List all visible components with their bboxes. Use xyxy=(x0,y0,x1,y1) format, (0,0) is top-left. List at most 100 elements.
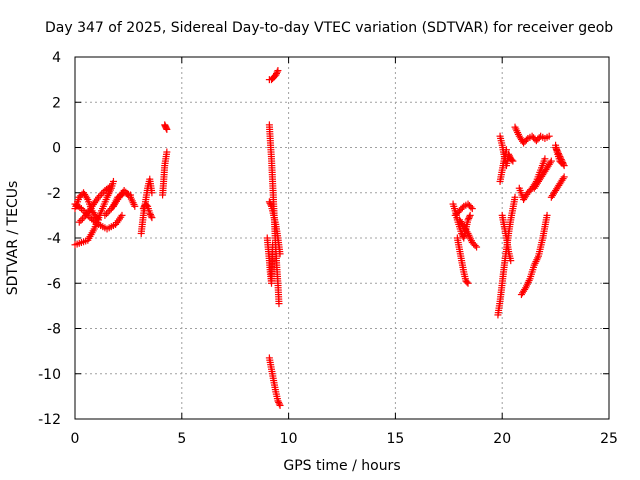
data-point xyxy=(77,216,85,224)
data-point xyxy=(464,216,472,224)
data-point xyxy=(547,157,555,165)
data-point xyxy=(106,183,114,191)
data-point xyxy=(505,150,513,158)
data-point xyxy=(163,125,171,133)
y-tick-label: 2 xyxy=(52,95,61,111)
data-point xyxy=(275,300,283,308)
y-tick-label: -8 xyxy=(47,322,61,338)
series-arc-21d xyxy=(530,157,555,192)
series-arc-9d xyxy=(263,234,277,287)
data-point xyxy=(148,189,156,197)
series-arc-21b xyxy=(515,155,549,204)
data-point xyxy=(557,158,565,166)
series-arc-17b xyxy=(451,200,476,219)
grid xyxy=(75,57,609,419)
data-point xyxy=(559,175,567,183)
y-tick-label: -6 xyxy=(47,276,61,292)
y-tick-label: -4 xyxy=(47,231,61,247)
series-arc-21c xyxy=(517,211,551,299)
data-point xyxy=(93,219,101,227)
data-point xyxy=(76,203,84,211)
series-arc-22c xyxy=(552,141,566,167)
y-tick-label: 4 xyxy=(52,50,61,66)
data-point xyxy=(508,156,516,164)
data-point xyxy=(98,190,106,198)
series-arc-20d xyxy=(498,211,515,265)
series-arc-17d xyxy=(455,216,481,251)
data-point xyxy=(266,199,274,207)
x-tick-label: 15 xyxy=(386,431,404,447)
data-point xyxy=(106,206,114,214)
data-point xyxy=(148,214,156,222)
series-arc-3b xyxy=(139,200,156,222)
data-point xyxy=(83,194,91,202)
data-point xyxy=(464,279,472,287)
data-point xyxy=(541,155,549,163)
data-point xyxy=(94,193,102,201)
data-point xyxy=(104,208,112,216)
data-point xyxy=(560,173,568,181)
chart-title: Day 347 of 2025, Sidereal Day-to-day VTE… xyxy=(45,20,613,36)
data-point xyxy=(75,218,83,226)
data-point xyxy=(78,215,86,223)
data-point xyxy=(275,398,283,406)
data-point xyxy=(471,242,479,250)
series-arc-20c xyxy=(496,132,517,170)
data-points xyxy=(71,67,568,409)
data-point xyxy=(507,257,515,265)
data-point xyxy=(163,148,171,156)
data-point xyxy=(146,209,154,217)
data-point xyxy=(146,211,154,219)
data-point xyxy=(522,136,530,144)
data-point xyxy=(468,205,476,213)
data-point xyxy=(101,211,109,219)
data-point xyxy=(272,71,280,79)
data-point xyxy=(543,211,551,219)
x-tick-label: 10 xyxy=(280,431,298,447)
data-point xyxy=(103,210,111,218)
series-arc-4a xyxy=(161,121,171,133)
series-arc-3 xyxy=(137,175,156,237)
y-axis-label: SDTVAR / TECUs xyxy=(5,181,21,296)
data-point xyxy=(275,400,283,408)
data-point xyxy=(269,241,277,249)
data-point xyxy=(473,243,481,251)
data-point xyxy=(276,401,284,409)
data-point xyxy=(458,204,466,212)
y-tick-label: -12 xyxy=(38,412,61,428)
series-arc-17c xyxy=(453,234,472,287)
data-point xyxy=(96,192,104,200)
y-tick-label: 0 xyxy=(52,141,61,157)
data-point xyxy=(107,182,115,190)
data-point xyxy=(511,193,519,201)
data-point xyxy=(505,152,513,160)
data-point xyxy=(546,159,554,167)
data-point xyxy=(267,201,275,209)
y-tick-label: -10 xyxy=(38,367,61,383)
data-point xyxy=(127,191,135,199)
data-point xyxy=(118,211,126,219)
series-arc-21a xyxy=(511,123,553,147)
data-point xyxy=(467,203,475,211)
series-arc-0f xyxy=(109,189,135,210)
series-arc-4b xyxy=(159,148,171,199)
data-point xyxy=(274,67,282,75)
data-point xyxy=(509,157,517,165)
data-point xyxy=(274,397,282,405)
x-tick-label: 0 xyxy=(71,431,80,447)
series-arc-0d xyxy=(71,200,126,233)
series-arc-22b xyxy=(547,173,568,201)
data-point xyxy=(463,228,471,236)
data-point xyxy=(265,198,273,206)
data-point xyxy=(463,278,471,286)
x-tick-label: 20 xyxy=(493,431,511,447)
data-point xyxy=(466,211,474,219)
x-axis-label: GPS time / hours xyxy=(283,458,400,474)
data-point xyxy=(273,68,281,76)
data-point xyxy=(147,212,155,220)
data-point xyxy=(109,177,117,185)
data-point xyxy=(545,132,553,140)
y-tick-label: -2 xyxy=(47,186,61,202)
data-point xyxy=(521,285,529,293)
